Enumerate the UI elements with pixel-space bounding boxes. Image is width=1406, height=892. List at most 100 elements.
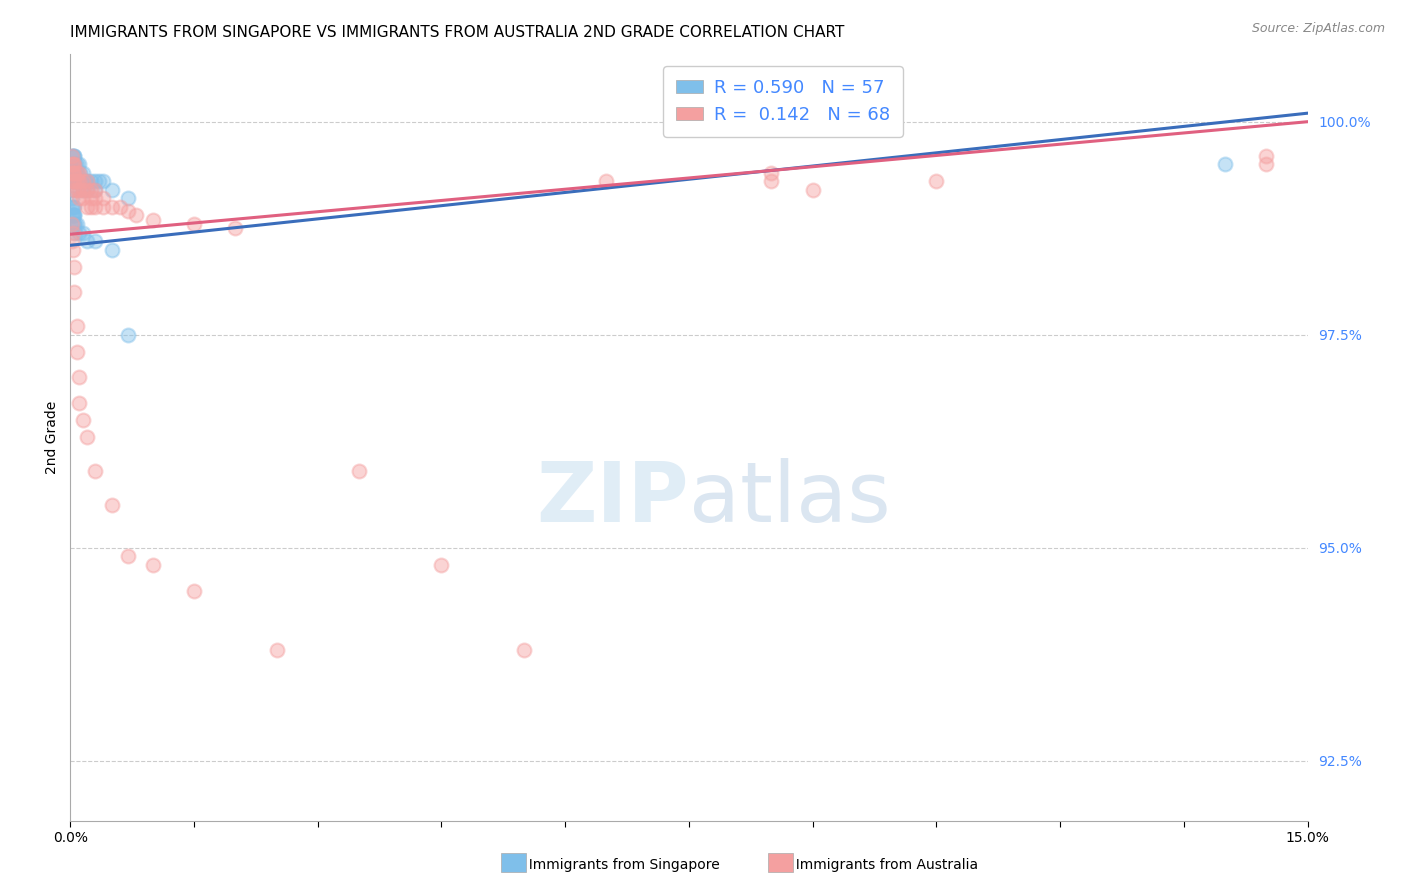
- Point: [761, 174, 783, 188]
- Point: [60, 191, 83, 205]
- Point: [60, 157, 83, 171]
- Point: [66, 174, 89, 188]
- Point: [72, 174, 94, 188]
- Point: [60, 149, 83, 163]
- Point: [60, 209, 83, 223]
- Point: [63, 157, 86, 171]
- Point: [60, 234, 83, 248]
- Point: [62, 226, 84, 240]
- Point: [513, 643, 536, 657]
- Point: [117, 204, 139, 219]
- Point: [76, 234, 98, 248]
- Point: [595, 174, 617, 188]
- Point: [761, 166, 783, 180]
- Point: [62, 157, 84, 171]
- Point: [62, 200, 84, 214]
- Point: [69, 174, 91, 188]
- Point: [72, 166, 94, 180]
- Point: [62, 166, 84, 180]
- Text: atlas: atlas: [689, 458, 890, 539]
- Point: [89, 174, 111, 188]
- Text: Source: ZipAtlas.com: Source: ZipAtlas.com: [1251, 22, 1385, 36]
- Point: [430, 558, 453, 572]
- Point: [66, 183, 89, 197]
- Point: [76, 174, 98, 188]
- Point: [76, 430, 98, 444]
- Point: [91, 200, 114, 214]
- Point: [67, 183, 90, 197]
- Point: [80, 174, 103, 188]
- Point: [100, 498, 122, 512]
- Point: [63, 183, 86, 197]
- Point: [65, 166, 87, 180]
- Point: [84, 183, 107, 197]
- Point: [66, 166, 89, 180]
- Legend: R = 0.590   N = 57, R =  0.142   N = 68: R = 0.590 N = 57, R = 0.142 N = 68: [664, 66, 903, 136]
- FancyBboxPatch shape: [501, 853, 526, 872]
- Point: [224, 221, 246, 235]
- Point: [67, 396, 90, 410]
- Point: [142, 212, 165, 227]
- Point: [65, 174, 87, 188]
- Point: [91, 174, 114, 188]
- Point: [76, 183, 98, 197]
- Point: [125, 209, 148, 223]
- Point: [63, 157, 86, 171]
- Point: [183, 217, 205, 231]
- Text: ZIP: ZIP: [537, 458, 689, 539]
- Point: [72, 183, 94, 197]
- Point: [65, 157, 87, 171]
- Point: [60, 200, 83, 214]
- Point: [62, 200, 84, 214]
- Point: [62, 166, 84, 180]
- Point: [80, 183, 103, 197]
- Point: [66, 166, 89, 180]
- Point: [801, 183, 824, 197]
- Point: [72, 191, 94, 205]
- Point: [62, 217, 84, 231]
- Point: [63, 209, 86, 223]
- FancyBboxPatch shape: [768, 853, 793, 872]
- Point: [67, 170, 90, 185]
- Point: [100, 200, 122, 214]
- Point: [63, 174, 86, 188]
- Point: [62, 174, 84, 188]
- Point: [63, 166, 86, 180]
- Point: [266, 643, 288, 657]
- Point: [117, 191, 139, 205]
- Point: [60, 183, 83, 197]
- Point: [72, 174, 94, 188]
- Point: [84, 183, 107, 197]
- Point: [91, 191, 114, 205]
- Text: Immigrants from Australia: Immigrants from Australia: [787, 858, 979, 872]
- Point: [84, 234, 107, 248]
- Point: [63, 260, 86, 274]
- Point: [76, 200, 98, 214]
- Point: [67, 226, 90, 240]
- Point: [60, 174, 83, 188]
- Point: [84, 191, 107, 205]
- Point: [72, 183, 94, 197]
- Point: [65, 217, 87, 231]
- Point: [60, 149, 83, 163]
- Point: [66, 344, 89, 359]
- Point: [66, 217, 89, 231]
- Point: [66, 157, 89, 171]
- Point: [62, 149, 84, 163]
- Point: [65, 226, 87, 240]
- Point: [1256, 149, 1278, 163]
- Point: [60, 166, 83, 180]
- Point: [63, 285, 86, 300]
- Point: [925, 174, 948, 188]
- Point: [62, 157, 84, 171]
- Point: [80, 191, 103, 205]
- Point: [142, 558, 165, 572]
- Text: Immigrants from Singapore: Immigrants from Singapore: [520, 858, 720, 872]
- Point: [67, 191, 90, 205]
- Point: [117, 327, 139, 342]
- Point: [84, 174, 107, 188]
- Text: IMMIGRANTS FROM SINGAPORE VS IMMIGRANTS FROM AUSTRALIA 2ND GRADE CORRELATION CHA: IMMIGRANTS FROM SINGAPORE VS IMMIGRANTS …: [70, 25, 845, 40]
- Point: [1256, 157, 1278, 171]
- Point: [72, 226, 94, 240]
- Point: [60, 157, 83, 171]
